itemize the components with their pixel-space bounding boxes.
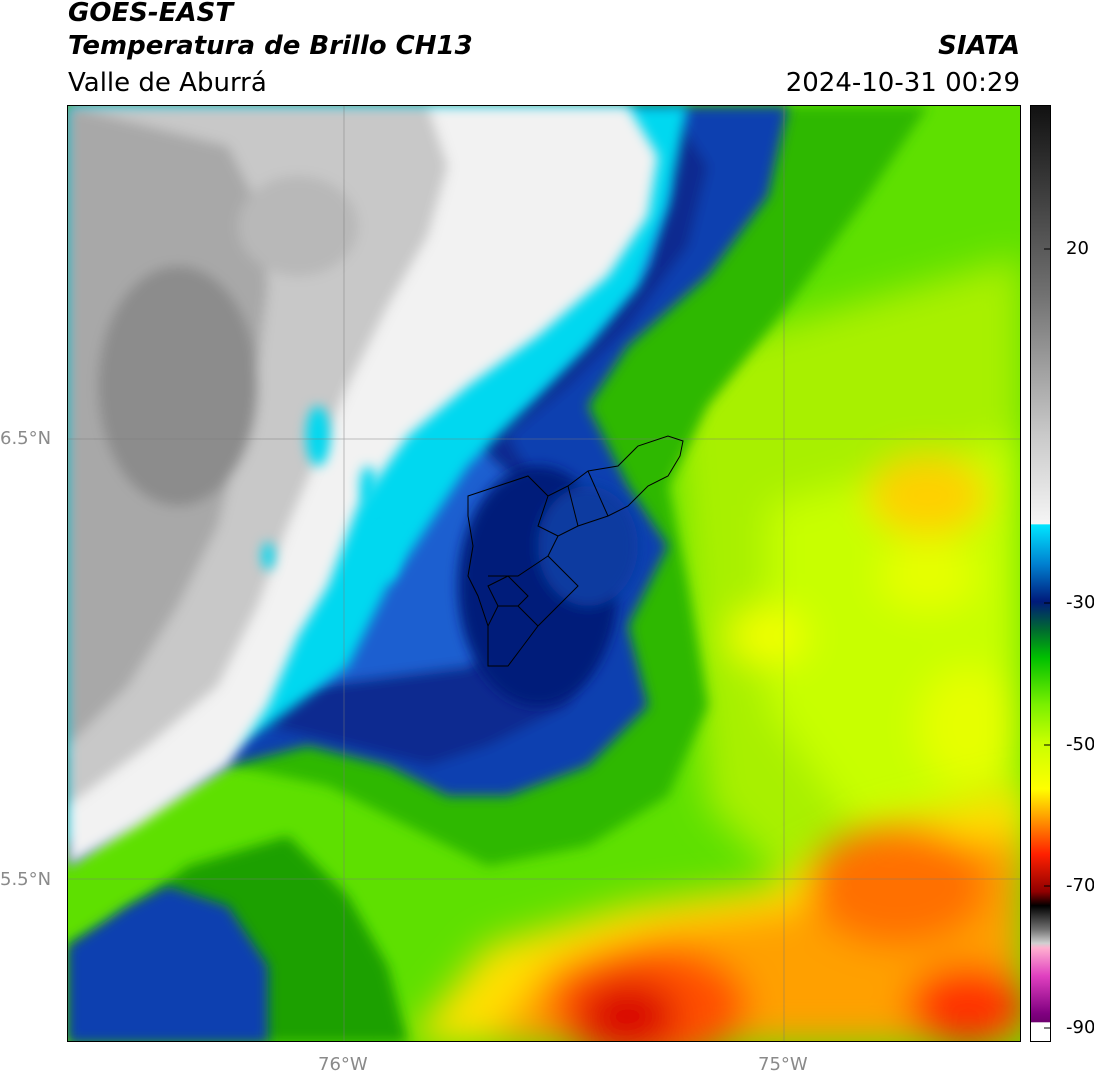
chart-subtitle: Temperatura de Brillo CH13 — [68, 31, 473, 61]
colorbar-gradient — [1030, 105, 1051, 1042]
lon-label: 76°W — [318, 1054, 368, 1075]
region-label: Valle de Aburrá — [68, 68, 267, 98]
lon-label: 75°W — [758, 1054, 808, 1075]
satellite-map[interactable] — [67, 105, 1021, 1042]
colorbar-tick-label: -70 — [1066, 875, 1094, 896]
colorbar-tick-label: -30 — [1066, 592, 1094, 613]
colorbar-tick-label: 20 — [1066, 238, 1089, 259]
colorbar-tick-label: -90 — [1066, 1017, 1094, 1038]
lat-label: 5.5°N — [0, 869, 52, 890]
municipal-boundaries — [467, 435, 684, 667]
lat-label: 6.5°N — [0, 428, 52, 449]
map-gridlines — [68, 106, 1020, 1041]
datetime-label: 2024-10-31 00:29 — [785, 68, 1020, 98]
chart-title: GOES-EAST — [68, 0, 234, 28]
brightness-temperature-field — [68, 106, 1020, 1041]
colorbar — [1030, 105, 1051, 1042]
organization-label: SIATA — [938, 31, 1020, 61]
colorbar-tick-label: -50 — [1066, 734, 1094, 755]
